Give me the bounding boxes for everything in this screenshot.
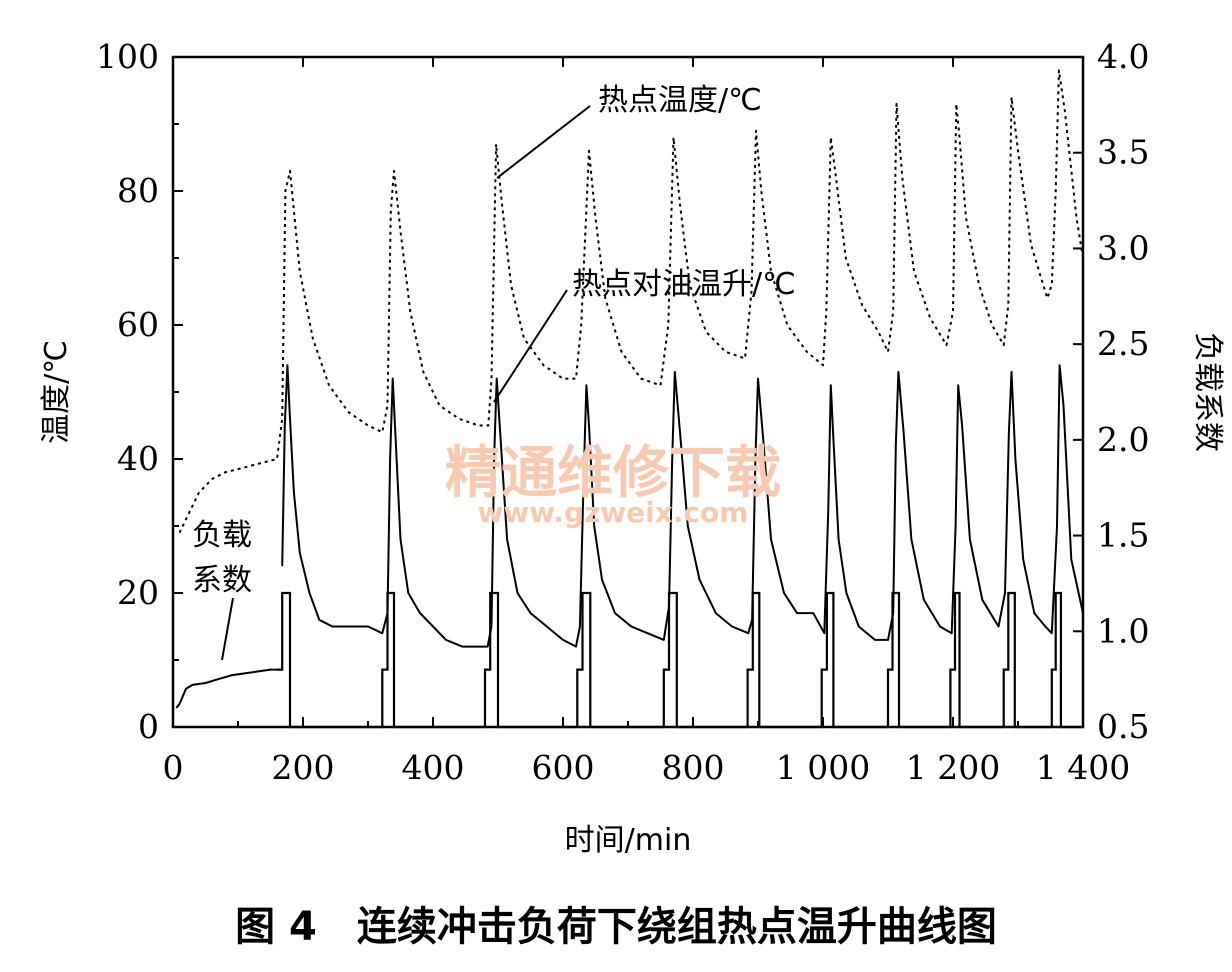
series-hotspot-temperature <box>178 69 1084 534</box>
y-left-tick-label: 20 <box>117 573 159 612</box>
series-load-factor <box>175 668 283 709</box>
annotation-hotspot-rise: 热点对油温升/℃ <box>493 267 796 403</box>
y-right-tick-label: 2.5 <box>1097 324 1149 363</box>
annotation-load-factor: 负载 系数 <box>192 518 252 661</box>
annotation-hotspot-rise-leader <box>493 289 568 403</box>
y-left-tick-label: 40 <box>117 439 159 478</box>
y-right-tick-label: 3.0 <box>1097 228 1149 267</box>
watermark-title: 精通维修下载 <box>445 441 781 506</box>
y-right-tick-label: 2.0 <box>1097 420 1149 459</box>
y-right-axis-title: 负载系数 <box>1190 332 1225 452</box>
axes-layer: 0 200 400 600 800 1 000 1 200 1 400 0 20 40 60 80 100… <box>96 37 1149 787</box>
series-layer <box>175 69 1084 729</box>
y-left-tick-label: 60 <box>117 305 159 344</box>
x-tick-label: 600 <box>532 748 595 787</box>
x-tick-label: 1 000 <box>776 748 870 787</box>
y-right-tick-label: 1.0 <box>1097 611 1149 650</box>
x-tick-label: 400 <box>402 748 465 787</box>
annotation-load-factor-label-2: 系数 <box>192 563 252 598</box>
annotation-hotspot-temperature: 热点温度/℃ <box>496 83 762 179</box>
series-load-pulses <box>277 591 1083 729</box>
series-hotspot-rise <box>281 364 1084 648</box>
x-tick-label: 1 400 <box>1036 748 1130 787</box>
y-right-tick-label: 3.5 <box>1097 133 1149 172</box>
plot-frame <box>171 55 1085 729</box>
x-axis-title: 时间/min <box>565 823 692 858</box>
x-tick-label: 1 200 <box>906 748 1000 787</box>
x-tick-label: 0 <box>163 748 184 787</box>
y-left-tick-label: 80 <box>117 171 159 210</box>
y-left-axis-title: 温度/℃ <box>39 340 74 444</box>
annotation-load-factor-label-1: 负载 <box>192 518 252 553</box>
y-right-tick-label: 1.5 <box>1097 516 1149 555</box>
watermark-url: www.gzweix.com <box>478 496 749 529</box>
annotation-hotspot-rise-label: 热点对油温升/℃ <box>572 267 796 302</box>
y-left-tick-label: 0 <box>138 707 159 746</box>
y-right-tick-label: 4.0 <box>1097 37 1149 76</box>
y-left-tick-label: 100 <box>96 37 159 76</box>
annotation-hotspot-temperature-leader <box>496 105 591 179</box>
x-tick-label: 200 <box>272 748 335 787</box>
figure-caption: 图 4 连续冲击负荷下绕组热点温升曲线图 <box>235 904 997 950</box>
annotation-hotspot-temperature-label: 热点温度/℃ <box>598 83 762 118</box>
x-tick-label: 800 <box>662 748 725 787</box>
y-right-tick-label: 0.5 <box>1097 707 1149 746</box>
annotation-load-factor-leader <box>221 597 234 661</box>
